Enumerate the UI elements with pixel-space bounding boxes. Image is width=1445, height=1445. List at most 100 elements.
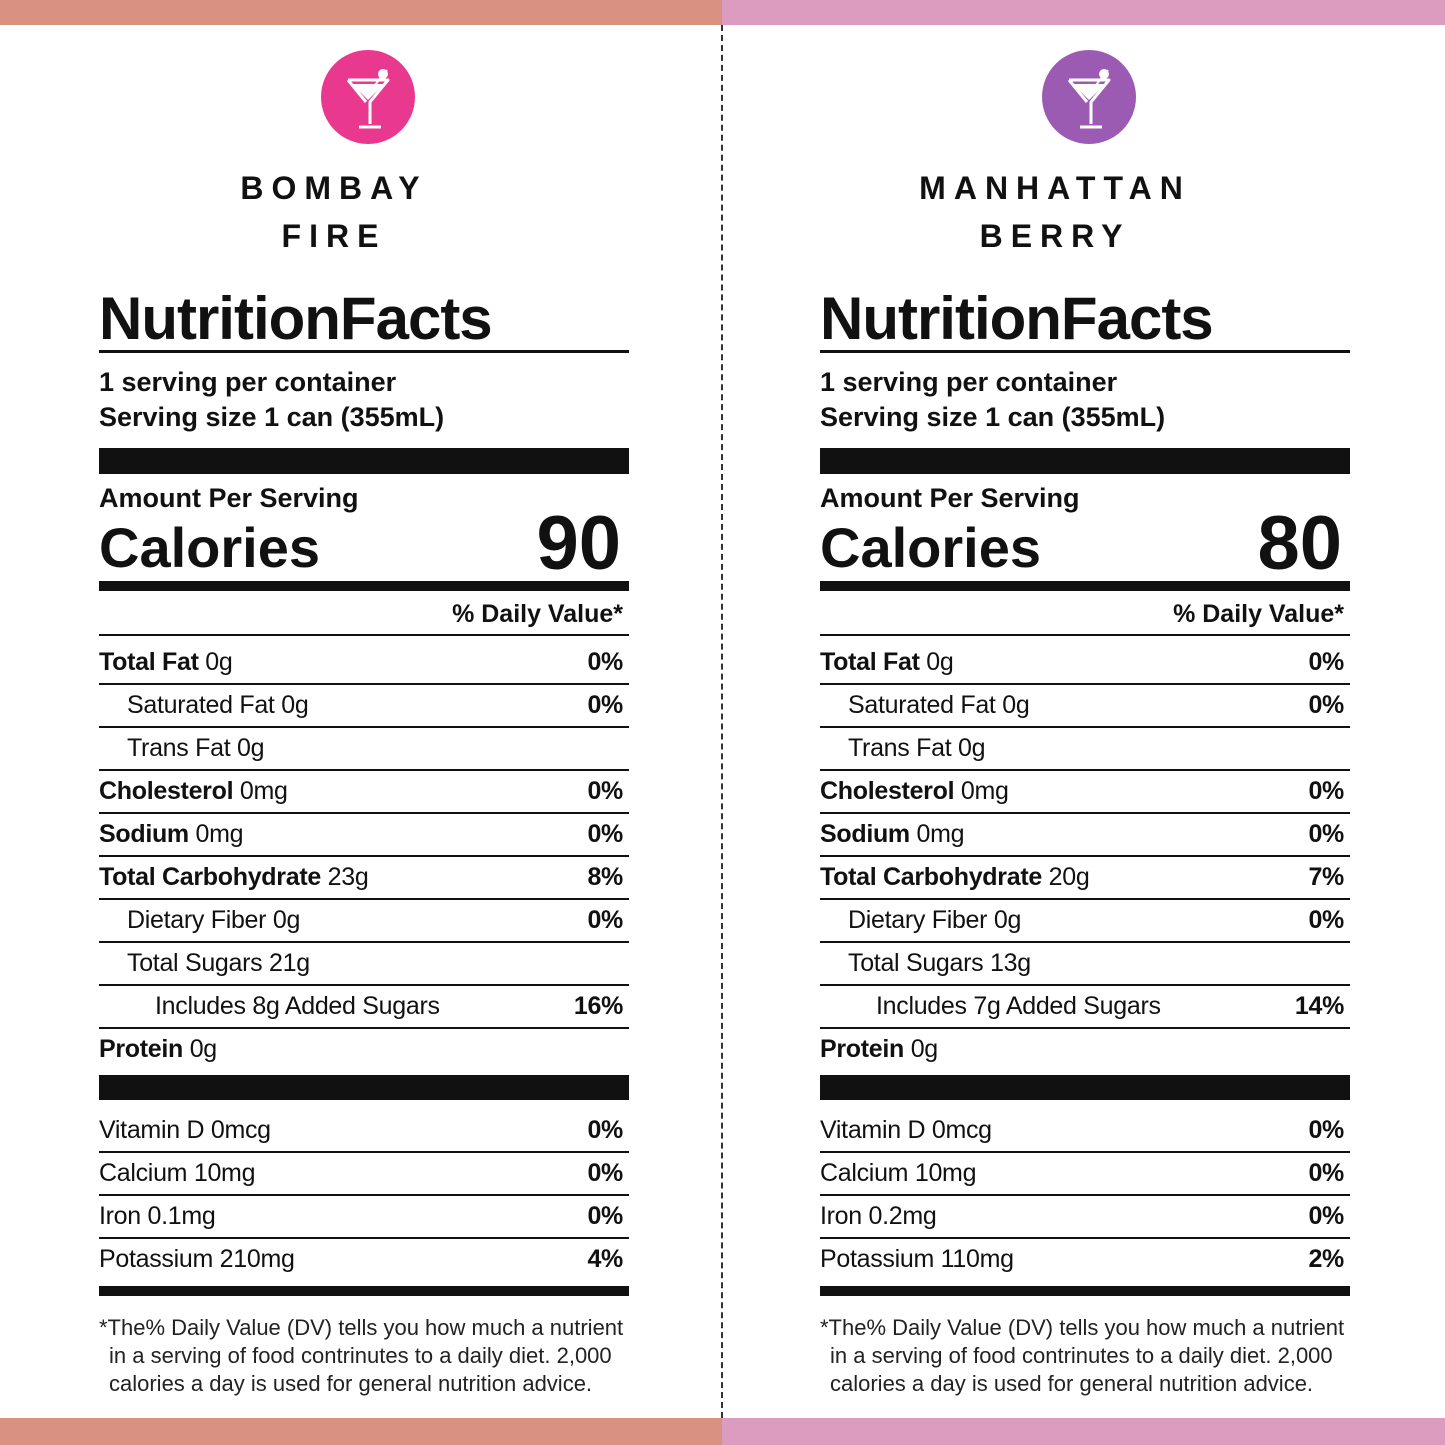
nutrient-text-label: Dietary Fiber 0g bbox=[127, 906, 301, 934]
nutrient-text: Total Fat 0g bbox=[99, 642, 233, 683]
calories-label: Calories bbox=[820, 516, 1041, 579]
nutrient-text: Protein 0g bbox=[820, 1029, 938, 1070]
nutrient-row: Includes 8g Added Sugars 16% bbox=[99, 986, 629, 1029]
vitamin-text: Iron 0.2mg bbox=[820, 1202, 937, 1230]
daily-value: 0% bbox=[587, 906, 623, 934]
nutrient-text-label: Saturated Fat 0g bbox=[848, 691, 1030, 719]
product-name: MANHATTAN bbox=[919, 170, 1191, 206]
nutrient-row: Saturated Fat 0g 0% bbox=[820, 685, 1350, 728]
vitamin-text: Potassium 210mg bbox=[99, 1245, 295, 1273]
nutrient-text-label: Includes 7g Added Sugars bbox=[876, 992, 1161, 1020]
icon-part bbox=[1067, 78, 1111, 129]
thick-bar bbox=[820, 448, 1350, 474]
label-panel: BOMBAY FIRE NutritionFacts 1 serving per co… bbox=[99, 0, 629, 1418]
calories-value: 90 bbox=[536, 501, 621, 586]
nutrient-text: Includes 8g Added Sugars bbox=[155, 986, 440, 1027]
nutrient-amount: 0g bbox=[189, 1035, 218, 1063]
nutrient-text-label: Includes 8g Added Sugars bbox=[155, 992, 440, 1020]
vitamin-text: Calcium 10mg bbox=[820, 1159, 977, 1187]
product-name: BERRY bbox=[979, 218, 1131, 254]
vitamin-text: Vitamin D 0mcg bbox=[99, 1116, 271, 1144]
nutrient-label: Cholesterol bbox=[820, 777, 955, 805]
daily-value: 0% bbox=[1308, 1202, 1344, 1230]
nutrient-row: Sodium 0mg 0% bbox=[99, 814, 629, 857]
nutrient-text: Total Carbohydrate 20g bbox=[820, 857, 1090, 898]
nutrient-amount: 23g bbox=[327, 863, 369, 891]
nutrient-label: Protein bbox=[820, 1035, 905, 1063]
amount-per-serving: Amount Per Serving bbox=[820, 483, 1080, 513]
nutrient-row: Sodium 0mg 0% bbox=[820, 814, 1350, 857]
vitamin-row: Potassium 110mg 2% bbox=[820, 1239, 1350, 1280]
nutrient-row: Dietary Fiber 0g 0% bbox=[820, 900, 1350, 943]
daily-value: 16% bbox=[573, 992, 623, 1020]
daily-value: 8% bbox=[587, 863, 623, 891]
bottom-band bbox=[722, 1418, 1445, 1445]
nutrient-row: Cholesterol 0mg 0% bbox=[820, 771, 1350, 814]
label-title: NutritionFacts bbox=[820, 285, 1214, 352]
nutrient-text-label: Dietary Fiber 0g bbox=[848, 906, 1022, 934]
daily-value: 0% bbox=[587, 1159, 623, 1187]
icon-part bbox=[352, 84, 384, 100]
nutrient-label: Cholesterol bbox=[99, 777, 234, 805]
daily-value: 0% bbox=[1308, 777, 1344, 805]
label-title: NutritionFacts bbox=[99, 285, 493, 352]
thick-bar bbox=[99, 1075, 629, 1100]
footnote-line: *The% Daily Value (DV) tells you how muc… bbox=[820, 1315, 1345, 1340]
nutrient-text: Saturated Fat 0g bbox=[127, 685, 309, 726]
icon-part bbox=[346, 78, 390, 129]
dv-header: % Daily Value* bbox=[1173, 600, 1344, 628]
nutrient-amount: 0mg bbox=[916, 820, 965, 848]
daily-value: 7% bbox=[1308, 863, 1344, 891]
nutrient-row: Total Fat 0g 0% bbox=[99, 642, 629, 685]
nutrient-row: Total Fat 0g 0% bbox=[820, 642, 1350, 685]
bottom-band bbox=[0, 1418, 722, 1445]
nutrient-label: Sodium bbox=[99, 820, 189, 848]
vitamin-row: Vitamin D 0mcg 0% bbox=[99, 1110, 629, 1153]
top-band bbox=[0, 0, 722, 25]
vitamin-row: Iron 0.1mg 0% bbox=[99, 1196, 629, 1239]
daily-value: 0% bbox=[587, 820, 623, 848]
thick-bar bbox=[820, 1075, 1350, 1100]
nutrient-text: Dietary Fiber 0g bbox=[127, 900, 300, 941]
nutrient-row: Cholesterol 0mg 0% bbox=[99, 771, 629, 814]
daily-value: 2% bbox=[1308, 1245, 1344, 1273]
daily-value: 14% bbox=[1294, 992, 1344, 1020]
nutrient-row: Saturated Fat 0g 0% bbox=[99, 685, 629, 728]
nutrient-text: Includes 7g Added Sugars bbox=[876, 986, 1161, 1027]
nutrient-text-label: Trans Fat 0g bbox=[848, 734, 986, 762]
nutrient-text: Trans Fat 0g bbox=[127, 728, 265, 769]
nutrient-text: Saturated Fat 0g bbox=[848, 685, 1030, 726]
daily-value: 0% bbox=[1308, 1159, 1344, 1187]
vitamin-text: Iron 0.1mg bbox=[99, 1202, 216, 1230]
vitamin-row: Potassium 210mg 4% bbox=[99, 1239, 629, 1280]
nutrient-label: Sodium bbox=[820, 820, 910, 848]
cocktail-icon bbox=[321, 50, 415, 144]
nutrient-text: Sodium 0mg bbox=[99, 814, 244, 855]
icon-part bbox=[1073, 84, 1105, 100]
daily-value: 0% bbox=[587, 1202, 623, 1230]
rule bbox=[820, 350, 1350, 353]
nutrient-amount: 20g bbox=[1048, 863, 1090, 891]
daily-value: 0% bbox=[1308, 648, 1344, 676]
serving-size: Serving size 1 can (355mL) bbox=[99, 402, 445, 432]
calories-value: 80 bbox=[1257, 501, 1342, 586]
rule bbox=[99, 350, 629, 353]
divider bbox=[721, 25, 723, 1418]
nutrient-label: Total Fat bbox=[820, 648, 920, 676]
calories-label: Calories bbox=[99, 516, 320, 579]
servings: 1 serving per container bbox=[99, 367, 397, 397]
nutrient-label: Total Carbohydrate bbox=[820, 863, 1042, 891]
nutrient-text: Cholesterol 0mg bbox=[820, 771, 1009, 812]
nutrient-text: Total Sugars 13g bbox=[848, 943, 1031, 984]
nutrient-amount: 0mg bbox=[239, 777, 288, 805]
nutrient-amount: 0mg bbox=[960, 777, 1009, 805]
daily-value: 0% bbox=[587, 648, 623, 676]
rule bbox=[820, 634, 1350, 636]
vitamin-row: Vitamin D 0mcg 0% bbox=[820, 1110, 1350, 1153]
nutrient-text-label: Total Sugars 21g bbox=[127, 949, 310, 977]
daily-value: 0% bbox=[1308, 906, 1344, 934]
vitamin-text: Potassium 110mg bbox=[820, 1245, 1014, 1273]
medium-bar bbox=[99, 581, 629, 591]
nutrient-text-label: Trans Fat 0g bbox=[127, 734, 265, 762]
